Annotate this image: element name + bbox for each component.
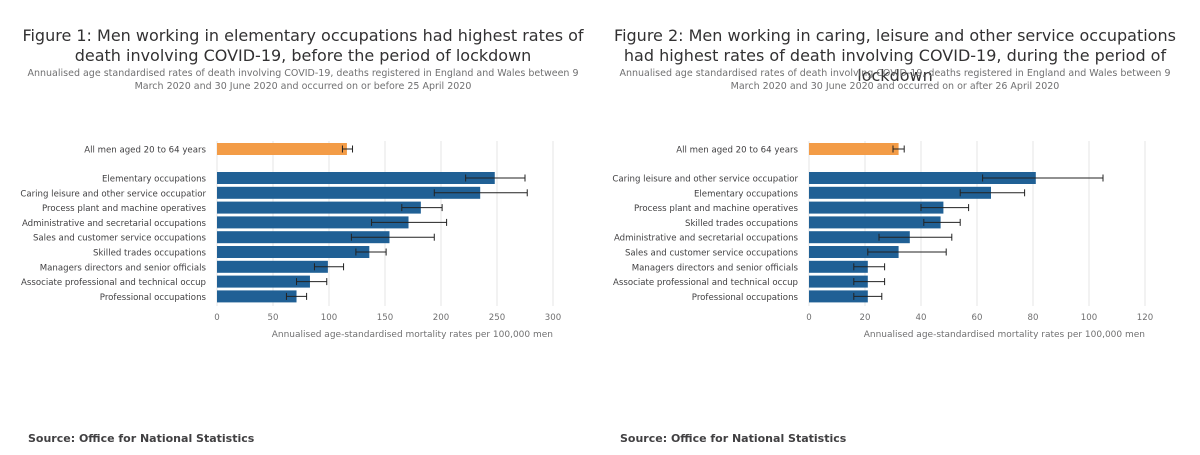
chart-title: Figure 2: Men working in caring, leisure… [614, 26, 1176, 85]
x-tick-label: 50 [268, 313, 279, 323]
x-tick-label: 40 [916, 313, 927, 323]
category-label: Managers directors and senior officials [632, 263, 799, 273]
bar [809, 201, 944, 214]
category-label: Sales and customer service occupations [625, 249, 799, 259]
category-label: Caring leisure and other service occupat… [20, 189, 206, 199]
chart-panel-2: Figure 2: Men working in caring, leisure… [610, 0, 1200, 455]
bar [809, 246, 899, 258]
highlight-bar [217, 143, 347, 155]
bar [809, 172, 1036, 184]
category-label: Elementary occupations [102, 175, 207, 185]
bar [217, 186, 481, 199]
bar-chart-1: All men aged 20 to 64 years Elementary oc… [20, 141, 561, 340]
bar [217, 260, 328, 273]
source-note: Source: Office for National Statistics [620, 432, 847, 445]
x-tick-label: 100 [1081, 313, 1097, 323]
bar [217, 246, 370, 258]
bar [217, 275, 310, 288]
x-tick-label: 0 [806, 313, 811, 323]
highlight-category-label: All men aged 20 to 64 years [84, 146, 206, 156]
bar-chart-2: All men aged 20 to 64 years Caring leisur… [612, 141, 1153, 340]
highlight-category-label: All men aged 20 to 64 years [676, 146, 798, 156]
category-label: Elementary occupations [694, 189, 799, 199]
category-label: Sales and customer service occupations [33, 234, 207, 244]
chart-subtitle: Annualised age standardised rates of dea… [27, 68, 579, 92]
x-tick-label: 0 [214, 313, 219, 323]
bar [809, 275, 868, 288]
bar [809, 216, 941, 229]
category-label: Associate professional and technical occ… [613, 278, 798, 288]
bar [217, 216, 409, 229]
bar [809, 260, 868, 273]
bar [217, 231, 390, 244]
category-label: Professional occupations [692, 293, 799, 303]
x-tick-label: 300 [545, 313, 561, 323]
category-label: Caring leisure and other service occupat… [612, 175, 798, 185]
x-tick-label: 20 [860, 313, 871, 323]
chart-subtitle: Annualised age standardised rates of dea… [619, 68, 1171, 92]
bar [809, 231, 910, 244]
category-label: Associate professional and technical occ… [21, 278, 206, 288]
category-label: Skilled trades occupations [93, 249, 207, 259]
x-tick-label: 60 [972, 313, 983, 323]
bar [809, 186, 991, 199]
category-label: Professional occupations [100, 293, 207, 303]
highlight-bar [809, 143, 899, 155]
category-label: Managers directors and senior officials [40, 263, 207, 273]
x-axis-label: Annualised age-standardised mortality ra… [272, 330, 553, 340]
bar [217, 290, 297, 303]
bar [217, 172, 495, 184]
x-tick-label: 80 [1028, 313, 1039, 323]
category-label: Skilled trades occupations [685, 219, 799, 229]
bar [809, 290, 868, 303]
bar [217, 201, 421, 214]
category-label: Process plant and machine operatives [634, 204, 798, 214]
category-label: Process plant and machine operatives [42, 204, 206, 214]
chart-panel-1: Figure 1: Men working in elementary occu… [18, 0, 608, 455]
chart-title: Figure 1: Men working in elementary occu… [22, 26, 584, 65]
x-axis-label: Annualised age-standardised mortality ra… [864, 330, 1145, 340]
category-label: Administrative and secretarial occupatio… [614, 234, 799, 244]
x-tick-label: 200 [433, 313, 449, 323]
x-tick-label: 250 [489, 313, 505, 323]
x-tick-label: 150 [377, 313, 393, 323]
source-note: Source: Office for National Statistics [28, 432, 255, 445]
x-tick-label: 100 [321, 313, 337, 323]
category-label: Administrative and secretarial occupatio… [22, 219, 207, 229]
x-tick-label: 120 [1137, 313, 1153, 323]
